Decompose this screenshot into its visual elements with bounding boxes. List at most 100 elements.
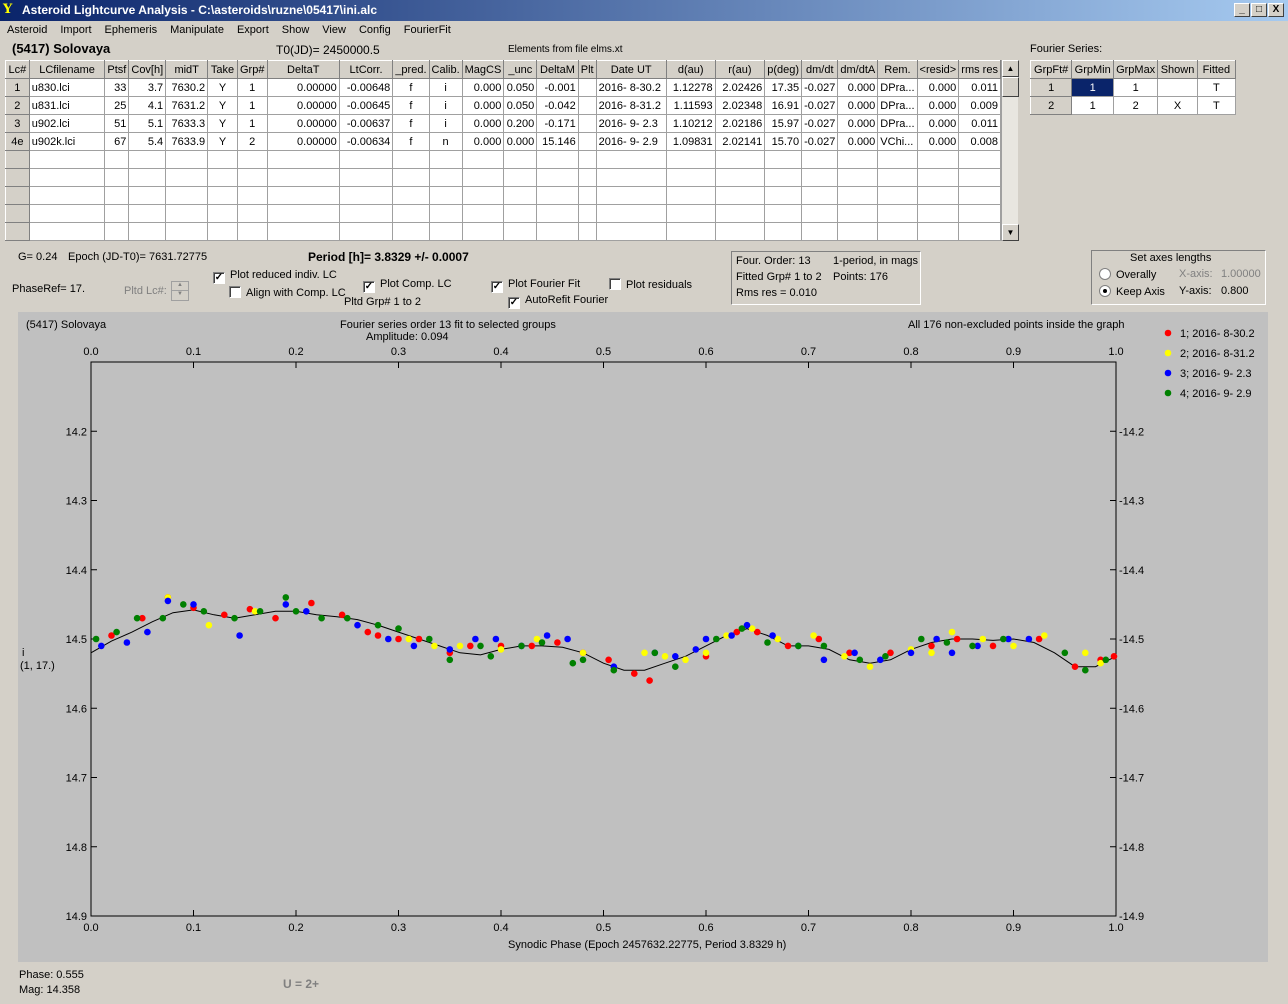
fourier-cell[interactable]: 2 [1113, 96, 1159, 115]
table-cell[interactable] [266, 186, 340, 205]
table-cell[interactable]: 1.12278 [665, 78, 716, 97]
menu-asteroid[interactable]: Asteroid [7, 24, 48, 36]
row-header[interactable] [5, 168, 30, 187]
table-cell[interactable] [837, 168, 879, 187]
menu-ephemeris[interactable]: Ephemeris [104, 24, 158, 36]
menu-fourierfit[interactable]: FourierFit [403, 24, 451, 36]
autorefit-checkbox[interactable]: ✓ AutoRefit Fourier [508, 294, 608, 309]
lightcurve-chart[interactable]: 0.0 0.0 0.1 0.1 0.2 0.2 0.3 0.3 0.4 0.4 0.5 0.5 0.6 0… [18, 312, 1268, 962]
table-cell[interactable] [577, 222, 597, 241]
table-cell[interactable]: 1.11593 [665, 96, 716, 115]
table-cell[interactable] [577, 150, 597, 169]
column-header[interactable]: _unc [503, 60, 538, 79]
table-cell[interactable]: 0.000 [461, 114, 505, 133]
table-cell[interactable]: 25 [104, 96, 130, 115]
column-header[interactable]: dm/dt [801, 60, 839, 79]
column-header[interactable]: p(deg) [764, 60, 803, 79]
table-cell[interactable] [801, 150, 839, 169]
table-cell[interactable] [428, 222, 463, 241]
table-cell[interactable]: 2 [236, 132, 268, 151]
table-cell[interactable] [207, 222, 238, 241]
table-cell[interactable]: 2016- 8-30.2 [595, 78, 667, 97]
pltd-lc-spinner[interactable]: ▲ ▼ [171, 281, 189, 301]
table-cell[interactable]: 2.02186 [714, 114, 766, 133]
table-cell[interactable] [764, 186, 803, 205]
table-cell[interactable] [128, 186, 167, 205]
column-header[interactable]: MagCS [461, 60, 505, 79]
fourier-column-header[interactable]: Shown [1157, 60, 1198, 79]
table-cell[interactable] [877, 168, 918, 187]
menu-config[interactable]: Config [358, 24, 391, 36]
table-cell[interactable] [428, 150, 463, 169]
table-cell[interactable] [338, 186, 394, 205]
menu-manipulate[interactable]: Manipulate [170, 24, 224, 36]
table-cell[interactable]: 0.00000 [266, 96, 340, 115]
table-cell[interactable]: u902.lci [28, 114, 106, 133]
fourier-column-header[interactable]: Fitted [1196, 60, 1237, 79]
table-cell[interactable] [428, 204, 463, 223]
table-cell[interactable] [595, 150, 667, 169]
table-row[interactable]: 3 u902.lci 51 5.1 7633.3 Y 1 0.00000 -0.00637 f i 0… [5, 114, 1001, 133]
table-cell[interactable]: 0.000 [916, 96, 960, 115]
plot-reduced-checkbox[interactable]: ✓ Plot reduced indiv. LC [213, 269, 337, 284]
column-header[interactable]: Grp# [236, 60, 268, 79]
table-cell[interactable] [207, 186, 238, 205]
table-cell[interactable]: 7633.9 [165, 132, 209, 151]
keep-axis-radio[interactable]: Keep Axis [1099, 285, 1165, 298]
table-cell[interactable] [392, 204, 430, 223]
table-cell[interactable]: 1.09831 [665, 132, 716, 151]
table-cell[interactable] [665, 186, 716, 205]
table-cell[interactable]: f [392, 132, 430, 151]
table-cell[interactable]: 1.10212 [665, 114, 716, 133]
table-cell[interactable] [958, 186, 1001, 205]
table-cell[interactable] [165, 168, 209, 187]
row-header[interactable]: 4e [5, 132, 30, 151]
table-cell[interactable] [916, 150, 960, 169]
table-row[interactable] [5, 222, 1001, 241]
table-cell[interactable] [877, 204, 918, 223]
table-cell[interactable]: 2016- 9- 2.3 [595, 114, 667, 133]
table-cell[interactable]: 2016- 9- 2.9 [595, 132, 667, 151]
table-cell[interactable] [958, 222, 1001, 241]
keep-axis-radio-dot[interactable] [1099, 285, 1111, 297]
table-cell[interactable] [577, 96, 597, 115]
table-cell[interactable] [837, 222, 879, 241]
column-header[interactable]: Date UT [595, 60, 667, 79]
table-cell[interactable]: -0.027 [801, 78, 839, 97]
table-cell[interactable]: 3.7 [128, 78, 167, 97]
fourier-column-header[interactable]: GrpFt# [1029, 60, 1073, 79]
plot-comp-check[interactable]: ✓ [363, 281, 375, 293]
table-cell[interactable] [104, 186, 130, 205]
table-cell[interactable]: u831.lci [28, 96, 106, 115]
table-cell[interactable]: f [392, 114, 430, 133]
row-header[interactable]: 2 [5, 96, 30, 115]
table-cell[interactable] [28, 186, 106, 205]
table-cell[interactable]: DPra... [877, 78, 918, 97]
table-cell[interactable]: 7631.2 [165, 96, 209, 115]
table-row[interactable] [5, 168, 1001, 187]
table-cell[interactable] [338, 204, 394, 223]
table-cell[interactable] [536, 150, 579, 169]
menu-show[interactable]: Show [281, 24, 310, 36]
table-cell[interactable]: 0.011 [958, 114, 1001, 133]
fourier-cell[interactable] [1157, 78, 1198, 97]
maximize-button[interactable]: □ [1251, 3, 1267, 17]
table-cell[interactable] [128, 204, 167, 223]
column-header[interactable]: Rem. [877, 60, 918, 79]
table-cell[interactable] [28, 204, 106, 223]
table-cell[interactable] [877, 222, 918, 241]
table-cell[interactable] [165, 222, 209, 241]
table-cell[interactable]: -0.00637 [338, 114, 394, 133]
table-cell[interactable]: 0.000 [837, 96, 879, 115]
table-cell[interactable] [665, 204, 716, 223]
autorefit-check[interactable]: ✓ [508, 297, 520, 309]
fourier-row-header[interactable]: 2 [1029, 96, 1073, 115]
table-cell[interactable] [714, 150, 766, 169]
table-cell[interactable]: 5.1 [128, 114, 167, 133]
column-header[interactable]: midT [165, 60, 209, 79]
table-cell[interactable] [503, 186, 538, 205]
spin-down-icon[interactable]: ▼ [177, 291, 183, 297]
table-cell[interactable] [28, 168, 106, 187]
table-cell[interactable]: DPra... [877, 114, 918, 133]
table-cell[interactable] [207, 168, 238, 187]
